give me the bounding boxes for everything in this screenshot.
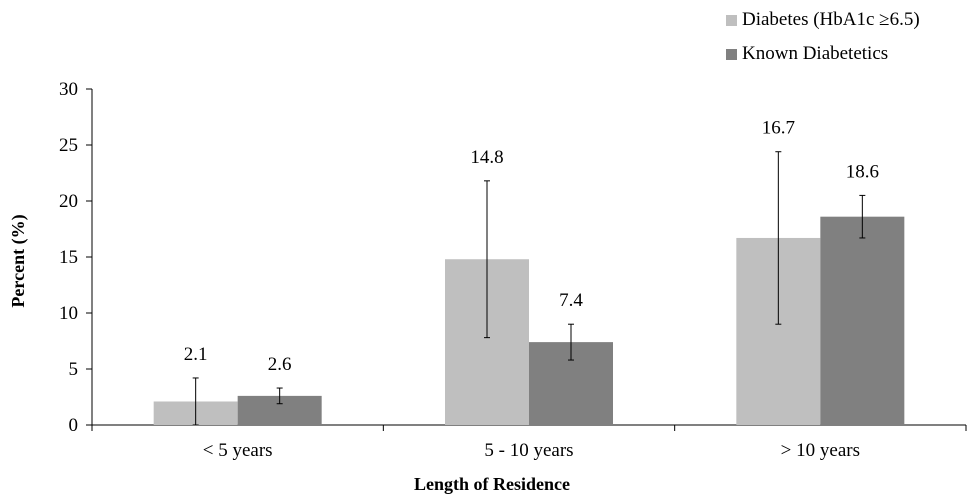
y-tick-label: 15: [59, 247, 78, 268]
y-tick-label: 20: [59, 191, 78, 212]
legend-swatch-known-diabetics: [726, 48, 737, 60]
legend-label-known-diabetics: Known Diabetetics: [742, 43, 889, 64]
legend-label-diabetes: Diabetes (HbA1c ≥6.5): [742, 9, 920, 30]
data-labels: 2.1 2.6 14.8 7.4 16.7 18.6: [184, 118, 879, 375]
y-tick-label: 5: [69, 359, 79, 380]
data-label: 18.6: [846, 161, 879, 182]
legend-swatch-diabetes: [726, 14, 737, 26]
data-label: 7.4: [559, 290, 583, 311]
y-tick-label: 25: [59, 135, 78, 156]
data-label: 2.6: [268, 354, 292, 375]
legend-item-diabetes: Diabetes (HbA1c ≥6.5): [726, 8, 920, 32]
y-tick-label: 0: [69, 415, 79, 436]
x-tick-label: < 5 years: [203, 440, 273, 461]
y-tick-label: 10: [59, 303, 78, 324]
x-axis-label: Length of Residence: [414, 474, 570, 494]
bar-known-diabetics: [820, 216, 905, 425]
axes: 0 5 10 15 20 25 30 < 5 years 5 - 10 years > 10 ye…: [59, 79, 967, 461]
data-label: 2.1: [184, 344, 208, 365]
legend: Diabetes (HbA1c ≥6.5) Known Diabetetics: [726, 8, 920, 76]
data-label: 16.7: [762, 118, 795, 139]
data-label: 14.8: [470, 147, 503, 168]
bars: [153, 151, 905, 426]
x-tick-label: 5 - 10 years: [484, 440, 573, 461]
y-tick-label: 30: [59, 79, 78, 100]
x-tick-label: > 10 years: [781, 440, 860, 461]
y-axis-label: Percent (%): [8, 214, 28, 308]
legend-item-known-diabetics: Known Diabetetics: [726, 42, 920, 66]
